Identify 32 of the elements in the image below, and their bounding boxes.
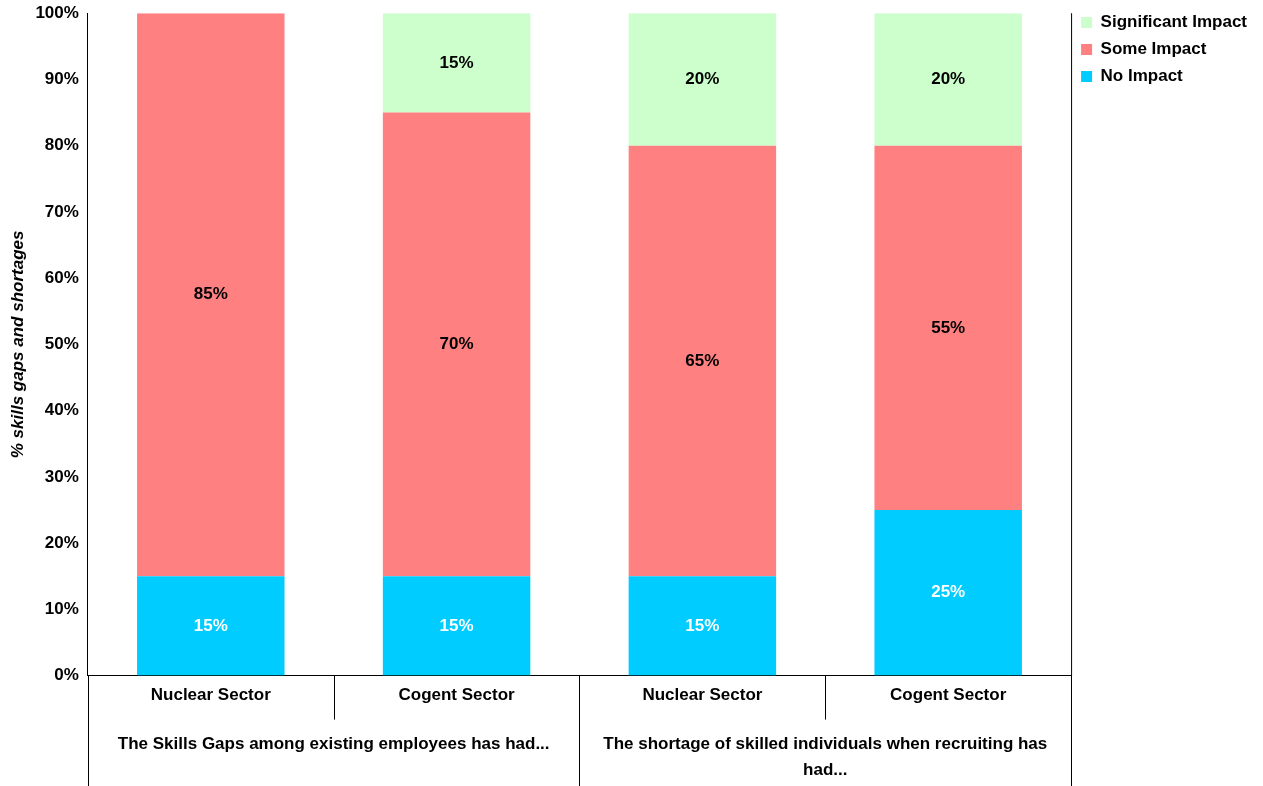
legend-label: Some Impact	[1100, 39, 1207, 59]
y-tick-label: 70%	[44, 201, 79, 221]
x-tick-label: Nuclear Sector	[150, 685, 272, 705]
data-label: 20%	[685, 69, 720, 89]
y-tick-label: 50%	[44, 334, 79, 354]
y-tick-label: 0%	[54, 665, 79, 685]
data-label: 20%	[931, 69, 966, 89]
text: The Skills Gaps among existing employees has had...	[117, 733, 550, 753]
y-tick-label: 60%	[44, 267, 79, 287]
y-tick-label: 20%	[44, 532, 79, 552]
y-axis-title: % skills gaps and shortages	[7, 230, 27, 459]
x-tick-label: Cogent Sector	[398, 685, 516, 705]
data-label: 25%	[931, 582, 966, 602]
legend-label: No Impact	[1100, 66, 1184, 86]
data-label: 15%	[439, 52, 474, 72]
y-tick-label: 100%	[35, 2, 79, 22]
x-tick-label: Cogent Sector	[890, 685, 1007, 705]
data-label: 15%	[685, 615, 720, 635]
y-tick-label: 90%	[44, 69, 79, 89]
x-tick-label: Nuclear Sector	[642, 685, 763, 705]
data-label: 55%	[931, 317, 966, 337]
data-label: 85%	[193, 284, 228, 304]
y-tick-label: 30%	[44, 466, 79, 486]
y-tick-label: 80%	[44, 135, 79, 155]
legend-label: Significant Impact	[1100, 12, 1248, 32]
text: The shortage of skilled individuals when recruiting has had...	[603, 733, 1048, 779]
data-label: 65%	[685, 350, 720, 370]
y-tick-label: 40%	[44, 400, 79, 420]
data-label: 70%	[439, 334, 474, 354]
data-label: 15%	[193, 615, 228, 635]
data-label: 15%	[439, 615, 474, 635]
y-tick-label: 10%	[44, 599, 79, 619]
